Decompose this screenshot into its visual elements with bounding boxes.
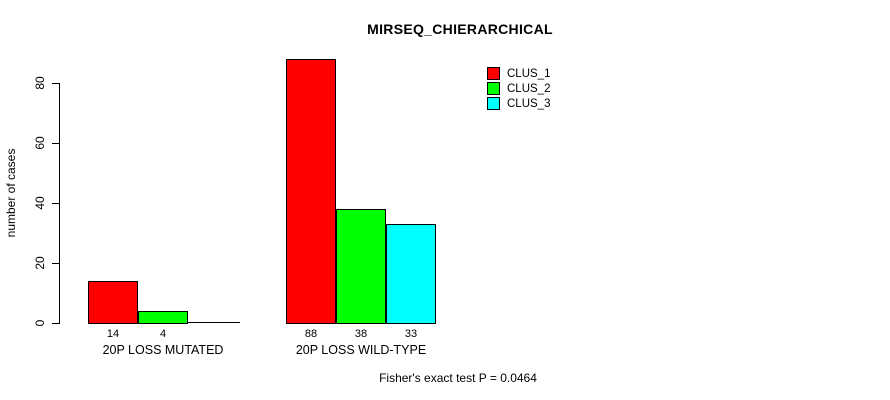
legend-label: CLUS_2: [507, 82, 551, 95]
bar-clus-2-group1: [138, 311, 188, 324]
category-label: 20P LOSS WILD-TYPE: [295, 343, 427, 357]
y-axis-tick-label: 40: [33, 196, 47, 210]
category-label: 20P LOSS MUTATED: [102, 343, 224, 357]
legend-label: CLUS_1: [507, 67, 551, 80]
legend-swatch-clus-2: [487, 82, 500, 95]
bar-clus-1-group1: [88, 281, 138, 324]
bar-value-label: 14: [106, 328, 120, 340]
legend-swatch-clus-3: [487, 97, 500, 110]
y-axis-tick: [52, 143, 59, 144]
bar-clus-2-group2: [336, 209, 386, 324]
legend-item: CLUS_1: [487, 66, 550, 81]
y-axis-tick: [52, 83, 59, 84]
bar-clus-1-group2: [286, 59, 336, 324]
bar-value-label: 38: [354, 328, 368, 340]
legend-item: CLUS_2: [487, 81, 550, 96]
chart-title: MIRSEQ_CHIERARCHICAL: [367, 21, 553, 37]
legend-label: CLUS_3: [507, 97, 551, 110]
legend-swatch-clus-1: [487, 67, 500, 80]
y-axis-tick-label: 60: [33, 136, 47, 150]
y-axis-line: [59, 83, 60, 324]
annotation-text: Fisher's exact test P = 0.0464: [379, 371, 537, 385]
bar-value-label: 33: [404, 328, 418, 340]
y-axis-tick: [52, 263, 59, 264]
y-axis-tick-label: 20: [33, 256, 47, 270]
bar-value-label: 88: [304, 328, 318, 340]
y-axis-tick-label: 0: [33, 319, 47, 327]
y-axis-tick-label: 80: [33, 76, 47, 90]
bar-clus-3-group1-zero: [188, 322, 240, 323]
y-axis-tick: [52, 323, 59, 324]
bar-clus-3-group2: [386, 224, 436, 324]
legend-item: CLUS_3: [487, 96, 550, 111]
bar-value-label: 4: [159, 328, 167, 340]
y-axis-tick: [52, 203, 59, 204]
